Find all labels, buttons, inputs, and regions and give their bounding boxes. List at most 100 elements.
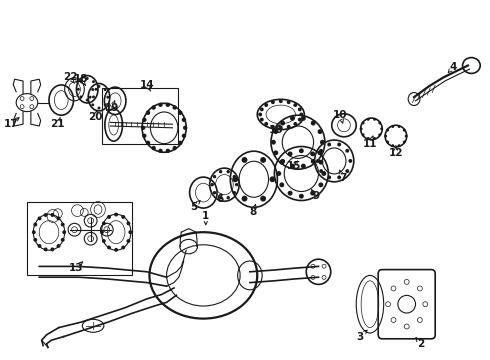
Circle shape [114, 213, 118, 216]
Circle shape [397, 125, 400, 128]
Circle shape [301, 163, 306, 168]
Circle shape [219, 170, 222, 174]
Circle shape [61, 238, 65, 242]
Circle shape [106, 96, 109, 99]
Circle shape [86, 77, 89, 80]
Circle shape [287, 100, 291, 104]
Circle shape [264, 122, 268, 126]
Circle shape [299, 148, 304, 153]
Circle shape [270, 176, 275, 182]
Circle shape [122, 215, 125, 219]
Circle shape [279, 160, 284, 165]
Circle shape [290, 116, 295, 121]
Circle shape [77, 88, 80, 91]
Circle shape [226, 196, 230, 199]
Circle shape [345, 169, 349, 173]
Circle shape [213, 175, 216, 178]
Circle shape [299, 194, 304, 199]
Circle shape [321, 171, 326, 176]
Text: 4: 4 [449, 62, 457, 72]
Circle shape [373, 137, 376, 140]
Circle shape [50, 213, 54, 217]
Circle shape [242, 157, 247, 163]
Circle shape [56, 244, 60, 248]
Circle shape [384, 135, 387, 138]
Circle shape [403, 129, 406, 132]
Circle shape [233, 175, 236, 178]
Circle shape [102, 239, 106, 243]
Circle shape [260, 107, 264, 111]
Text: 3: 3 [357, 332, 364, 342]
Circle shape [367, 137, 370, 140]
Circle shape [89, 96, 92, 99]
Circle shape [301, 116, 306, 121]
Circle shape [98, 85, 100, 88]
Circle shape [337, 175, 341, 179]
Circle shape [114, 248, 118, 252]
Text: 12: 12 [389, 148, 403, 158]
Circle shape [91, 103, 94, 106]
Circle shape [33, 238, 37, 242]
Circle shape [298, 118, 302, 122]
Circle shape [271, 125, 275, 129]
Circle shape [146, 141, 150, 145]
Circle shape [79, 80, 82, 83]
Circle shape [378, 133, 381, 136]
Text: 9: 9 [313, 191, 319, 201]
Circle shape [92, 95, 95, 98]
Circle shape [316, 159, 320, 163]
Circle shape [183, 126, 188, 130]
Circle shape [273, 150, 278, 155]
Circle shape [151, 105, 156, 110]
Circle shape [172, 105, 177, 110]
Circle shape [337, 143, 341, 147]
Circle shape [276, 171, 281, 176]
Circle shape [345, 149, 349, 153]
Circle shape [403, 140, 406, 144]
Bar [102, 88, 178, 144]
Circle shape [260, 157, 266, 163]
Circle shape [360, 127, 363, 130]
Circle shape [271, 100, 275, 104]
Circle shape [258, 113, 262, 116]
Text: 21: 21 [50, 119, 65, 129]
Circle shape [319, 149, 323, 153]
Circle shape [126, 221, 130, 225]
Circle shape [172, 146, 177, 150]
Circle shape [318, 160, 323, 165]
Circle shape [92, 80, 95, 83]
Circle shape [50, 247, 54, 251]
Text: 13: 13 [69, 263, 83, 273]
Text: 20: 20 [88, 112, 103, 122]
Circle shape [100, 230, 104, 234]
Circle shape [260, 118, 264, 122]
Circle shape [318, 183, 323, 187]
Circle shape [146, 111, 150, 115]
Circle shape [386, 140, 389, 144]
Circle shape [290, 163, 295, 168]
Circle shape [211, 183, 214, 186]
Circle shape [392, 144, 394, 147]
Circle shape [279, 126, 283, 130]
Circle shape [126, 239, 130, 243]
Circle shape [294, 122, 297, 126]
Text: 17: 17 [3, 119, 18, 129]
Circle shape [38, 244, 42, 248]
Circle shape [378, 121, 381, 125]
Circle shape [348, 159, 352, 163]
Circle shape [86, 99, 89, 102]
Circle shape [318, 129, 322, 134]
Circle shape [61, 222, 65, 226]
Circle shape [62, 230, 66, 234]
Circle shape [260, 196, 266, 202]
Circle shape [299, 113, 303, 116]
Circle shape [373, 118, 376, 121]
Circle shape [44, 247, 48, 251]
Text: 10: 10 [333, 110, 348, 120]
Text: 6: 6 [216, 194, 223, 204]
Circle shape [102, 221, 106, 225]
Circle shape [142, 134, 147, 138]
Circle shape [226, 170, 230, 174]
Circle shape [232, 176, 238, 182]
Circle shape [151, 146, 156, 150]
